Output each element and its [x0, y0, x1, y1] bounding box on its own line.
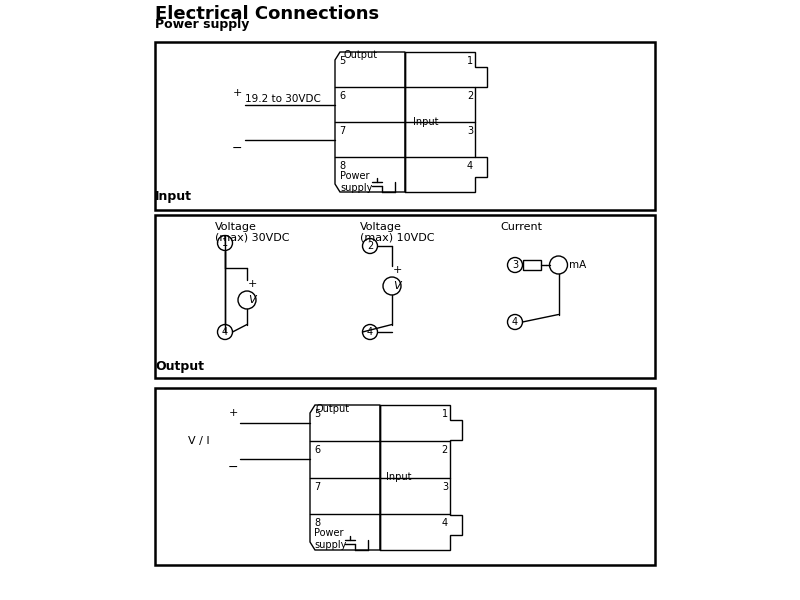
- Text: Output: Output: [155, 360, 204, 373]
- Text: +: +: [393, 265, 402, 275]
- Text: 1: 1: [467, 56, 473, 66]
- Text: Power: Power: [314, 528, 343, 538]
- Text: 5: 5: [314, 409, 320, 419]
- Text: Output: Output: [316, 404, 350, 413]
- Text: 8: 8: [339, 161, 345, 171]
- Text: 1: 1: [442, 409, 448, 419]
- Text: Current: Current: [500, 222, 542, 232]
- Text: V / I: V / I: [188, 436, 210, 446]
- Text: −: −: [231, 142, 242, 154]
- Text: (max) 10VDC: (max) 10VDC: [360, 233, 434, 243]
- Text: 3: 3: [467, 126, 473, 136]
- Bar: [522, 260, 541, 270]
- Text: Input: Input: [155, 190, 192, 203]
- Bar: [155, 215, 655, 378]
- Text: Voltage: Voltage: [360, 222, 402, 232]
- Text: 3: 3: [512, 260, 518, 270]
- Text: supply: supply: [340, 183, 372, 193]
- Text: +: +: [248, 279, 258, 289]
- Text: 4: 4: [512, 317, 518, 327]
- Text: 19.2 to 30VDC: 19.2 to 30VDC: [245, 94, 321, 103]
- Text: −: −: [227, 461, 238, 475]
- Bar: [155, 388, 655, 565]
- Text: 4: 4: [222, 327, 228, 337]
- Text: 7: 7: [314, 481, 320, 491]
- Text: 5: 5: [339, 56, 346, 66]
- Text: 2: 2: [442, 445, 448, 455]
- Text: Output: Output: [343, 50, 377, 61]
- Text: +: +: [233, 88, 242, 98]
- Text: 4: 4: [467, 161, 473, 171]
- Text: 7: 7: [339, 126, 346, 136]
- Text: 2: 2: [367, 241, 373, 251]
- Text: (max) 30VDC: (max) 30VDC: [215, 233, 290, 243]
- Text: Power: Power: [340, 171, 370, 181]
- Text: supply: supply: [314, 540, 346, 550]
- Text: 4: 4: [442, 518, 448, 528]
- Text: Input: Input: [386, 473, 411, 482]
- Text: Voltage: Voltage: [215, 222, 257, 232]
- Text: 6: 6: [339, 91, 345, 101]
- Text: 8: 8: [314, 518, 320, 528]
- Text: 3: 3: [442, 481, 448, 491]
- Text: V: V: [248, 295, 256, 305]
- Bar: [155, 42, 655, 210]
- Text: V: V: [393, 281, 401, 291]
- Text: Electrical Connections: Electrical Connections: [155, 5, 379, 23]
- Text: 1: 1: [222, 238, 228, 248]
- Text: Power supply: Power supply: [155, 18, 250, 31]
- Text: 4: 4: [367, 327, 373, 337]
- Text: Input: Input: [413, 117, 438, 127]
- Text: mA: mA: [570, 260, 586, 270]
- Text: 6: 6: [314, 445, 320, 455]
- Text: +: +: [229, 408, 238, 418]
- Text: 2: 2: [466, 91, 473, 101]
